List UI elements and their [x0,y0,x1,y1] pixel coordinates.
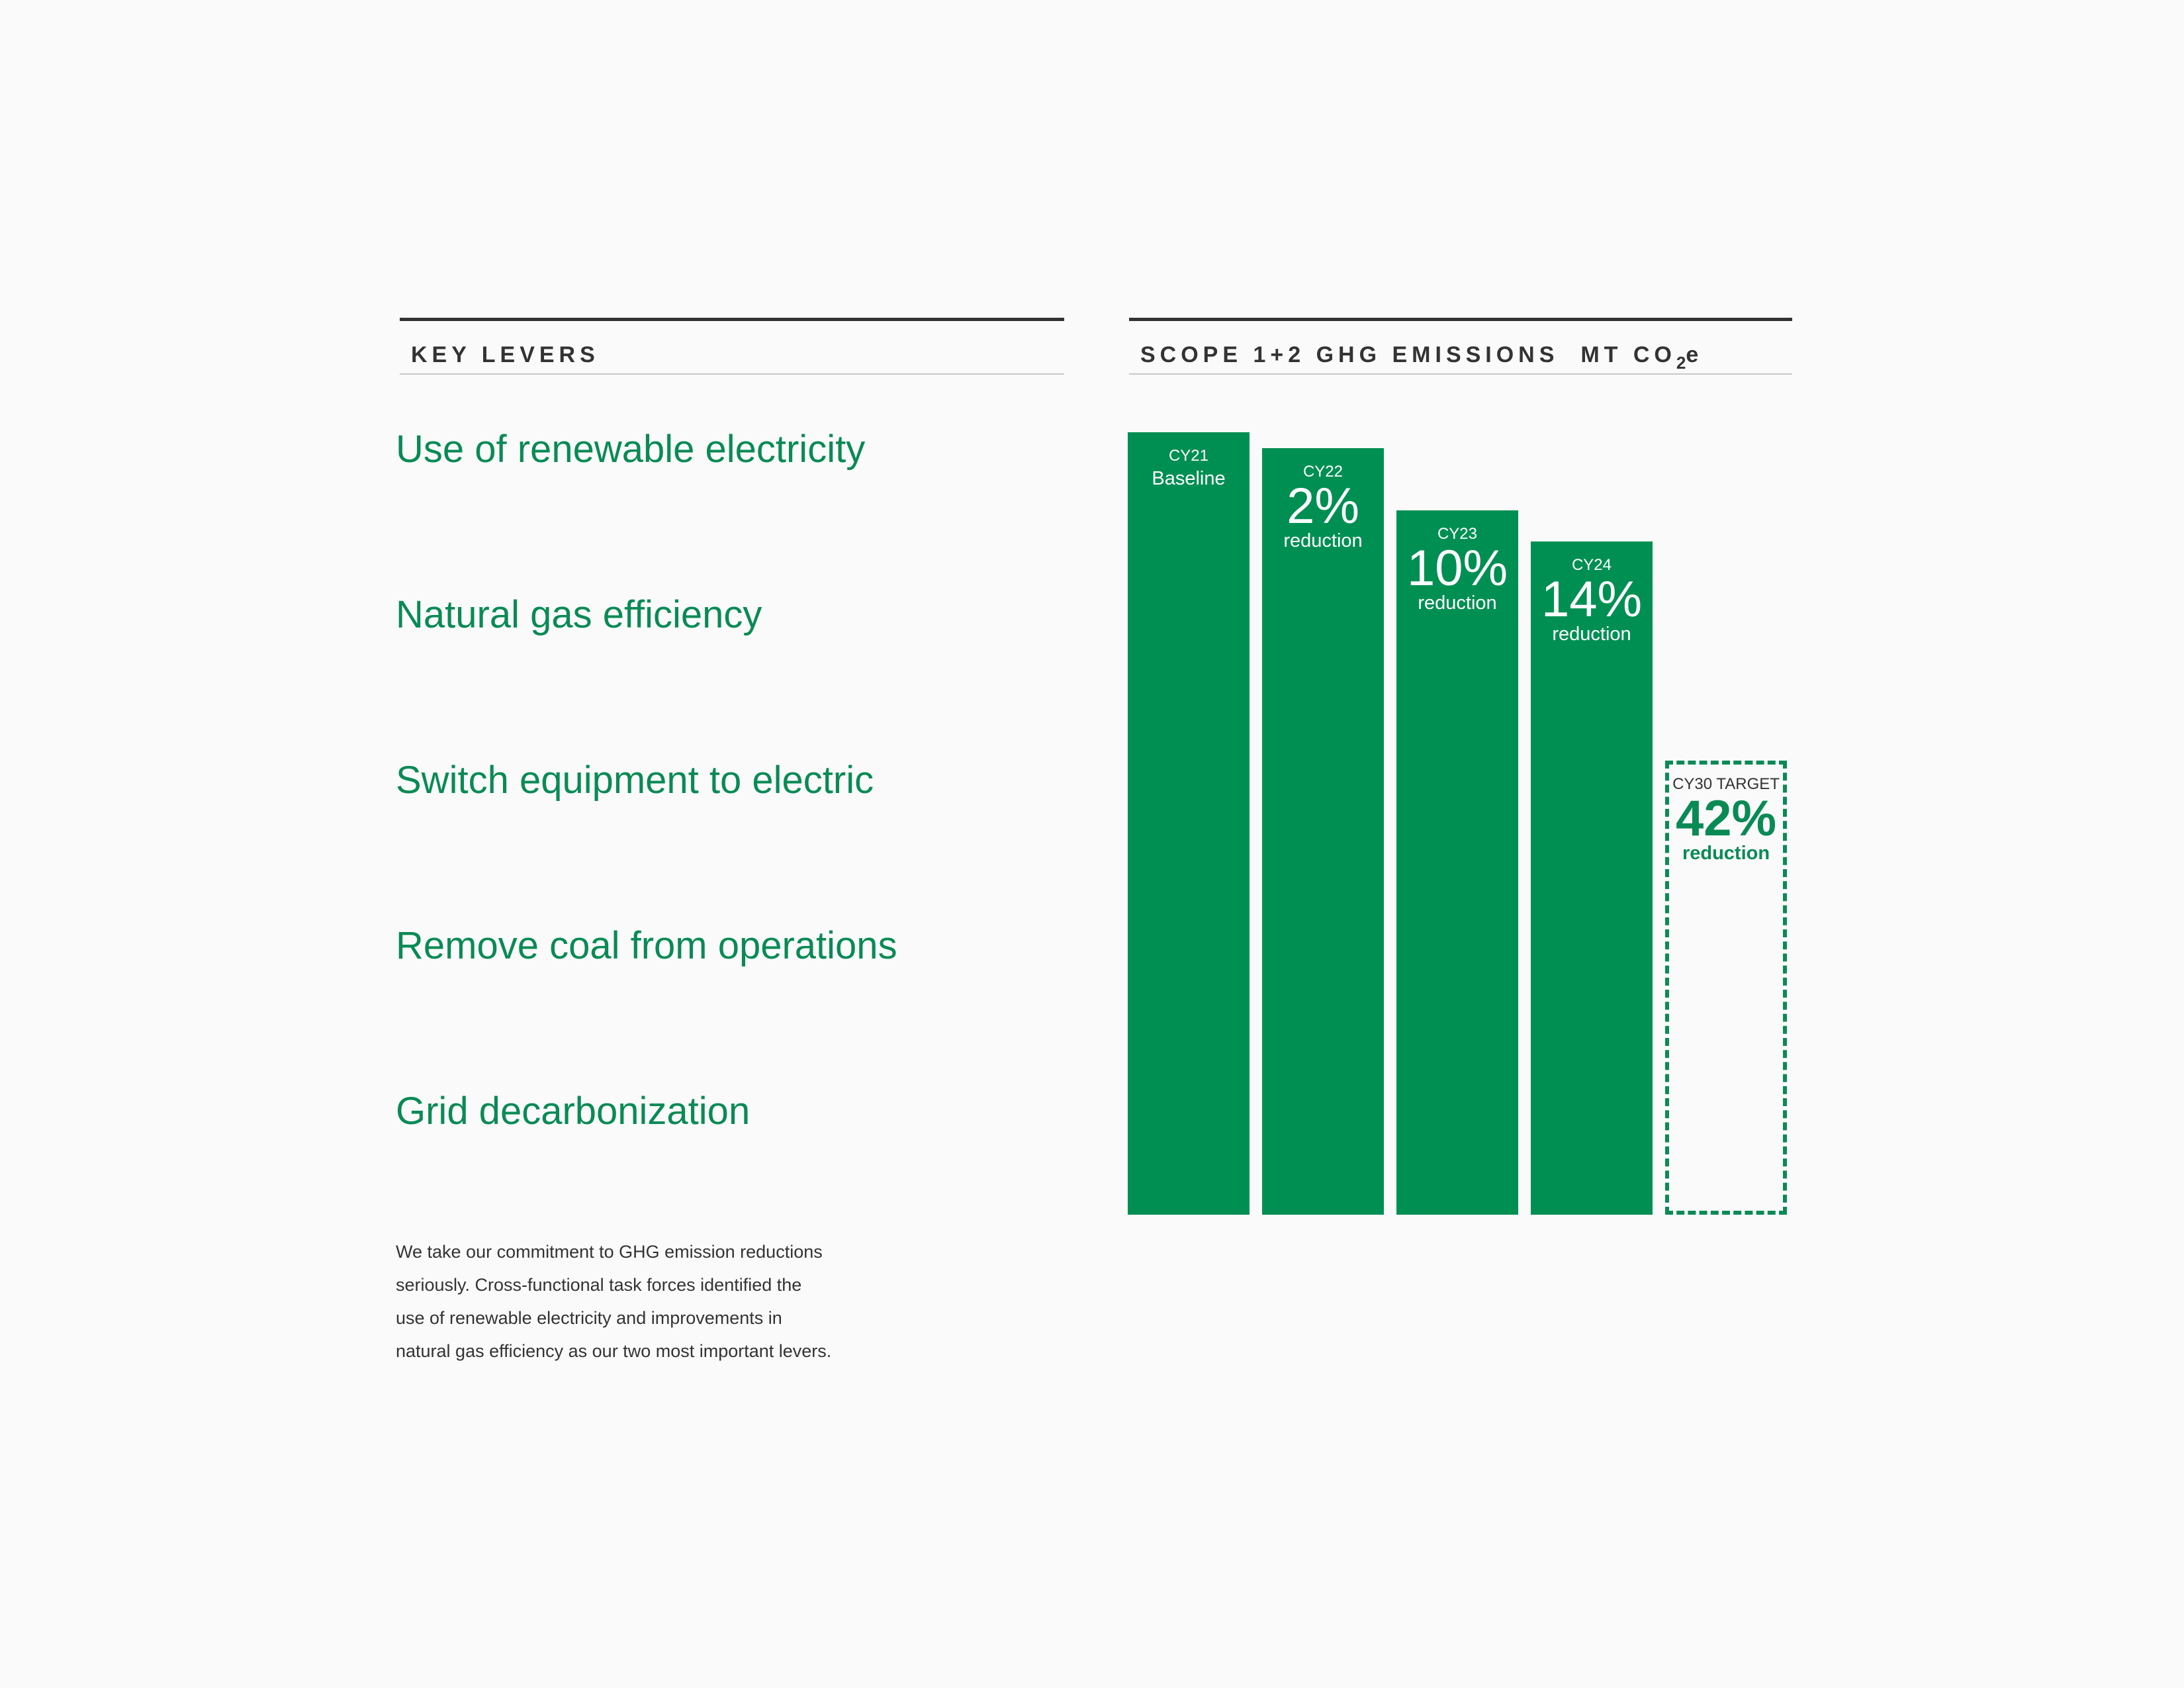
emissions-title-main: SCOPE 1+2 GHG EMISSIONS [1140,342,1559,367]
bar-note-label: reduction [1418,592,1497,614]
paragraph-line: natural gas efficiency as our two most i… [396,1341,832,1361]
bar-percent-label: 2% [1287,478,1359,534]
target-bar: CY30 TARGET 42% reduction [1665,761,1787,1215]
bar-note-label: reduction [1682,843,1770,864]
bar-percent-label: 42% [1675,790,1777,847]
lever-item: Remove coal from operations [396,924,897,967]
lever-item: Natural gas efficiency [396,593,762,636]
unit-suffix: e [1686,342,1704,367]
bar-note-label: reduction [1283,530,1363,551]
lever-item: Switch equipment to electric [396,759,874,802]
bar-year-label: CY24 [1571,556,1612,574]
paragraph-line: We take our commitment to GHG emission r… [396,1242,823,1262]
emissions-unit: MT CO2e [1580,342,1704,371]
lever-item: Grid decarbonization [396,1090,751,1133]
bar-percent-label: 10% [1406,540,1508,596]
bar-note-label: reduction [1552,624,1631,645]
bar-note-label: Baseline [1152,468,1226,489]
paragraph-line: use of renewable electricity and improve… [396,1308,782,1328]
bar-year-label: CY30 TARGET [1672,775,1780,793]
unit-text: MT CO [1580,342,1676,367]
emissions-header: SCOPE 1+2 GHG EMISSIONS MT CO2e [1129,318,1792,375]
paragraph-line: seriously. Cross-functional task forces … [396,1275,802,1295]
bar: CY24 14% reduction [1531,541,1653,1215]
bar-year-label: CY22 [1302,463,1343,481]
lever-item: Use of renewable electricity [396,428,866,471]
key-levers-title: KEY LEVERS [411,342,600,367]
commitment-paragraph: We take our commitment to GHG emission r… [396,1235,899,1368]
bar-percent-label: 14% [1541,571,1643,628]
bar-year-label: CY21 [1168,447,1209,465]
bar: CY21 Baseline [1128,432,1250,1215]
emissions-title: SCOPE 1+2 GHG EMISSIONS MT CO2e [1140,342,1704,371]
bar: CY23 10% reduction [1396,510,1518,1215]
unit-subscript: 2 [1676,353,1686,373]
bar-year-label: CY23 [1437,525,1478,543]
key-levers-header: KEY LEVERS [400,318,1064,375]
bar: CY22 2% reduction [1262,448,1384,1215]
